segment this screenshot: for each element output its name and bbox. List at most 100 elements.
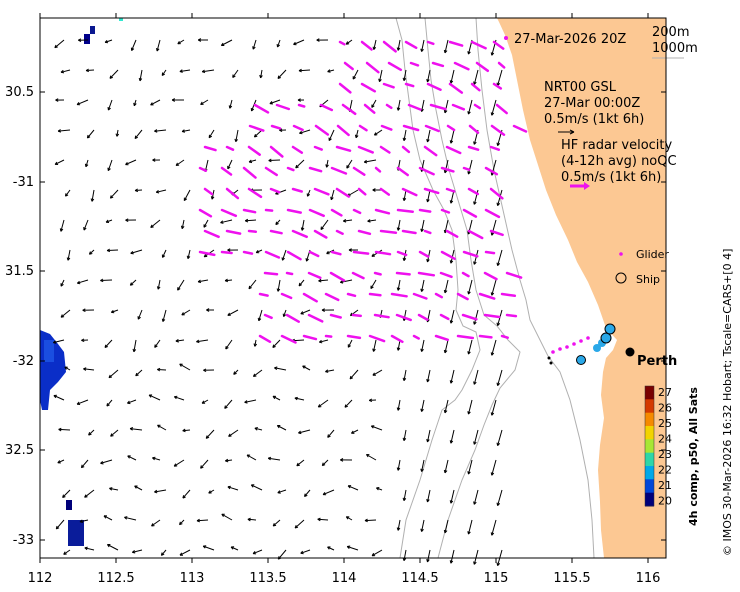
model-vector-head [320, 226, 324, 231]
hf-vector [500, 292, 517, 298]
model-vector [125, 159, 137, 166]
model-vector [468, 399, 473, 415]
model-vector-head [154, 129, 158, 133]
model-vector [450, 129, 455, 144]
model-vector [230, 546, 239, 551]
model-vector [444, 339, 449, 354]
model-vector-head [294, 396, 298, 401]
hf-vector [335, 229, 344, 235]
x-tick-label: 115.5 [553, 571, 590, 586]
y-axis: 30.5 -31 31.5 -32 32.5 -33 [5, 85, 666, 548]
hf-vector [220, 166, 233, 176]
model-vector [421, 519, 425, 532]
model-vector-head [179, 69, 183, 73]
model-vector-head [148, 394, 153, 398]
model-vector [403, 429, 407, 441]
model-vector-head [179, 552, 183, 556]
model-vector-head [300, 550, 304, 555]
model-vector-head [133, 102, 137, 107]
model-vector [60, 69, 71, 73]
isobath-label-1000m: 1000m [652, 41, 698, 56]
model-vector [177, 39, 185, 45]
model-vector [124, 516, 137, 521]
model-vector [473, 369, 479, 385]
model-vector [258, 309, 263, 321]
model-vector [293, 39, 305, 45]
model-vector-head [449, 560, 454, 564]
model-vector-head [372, 372, 376, 376]
hf-vector [512, 124, 528, 133]
model-vector-head [272, 344, 276, 348]
model-vector-head [124, 516, 128, 520]
hf-vector [470, 40, 487, 50]
model-vector [318, 279, 329, 282]
hf-vector [368, 334, 386, 343]
model-vector-head [443, 349, 448, 354]
hf-vector [247, 229, 258, 233]
model-vector-head [200, 101, 204, 105]
model-vector-head [443, 469, 448, 474]
model-vector-head [467, 531, 471, 535]
model-vector-head [322, 491, 327, 496]
model-vector-head [473, 141, 477, 145]
hf-vector [302, 334, 318, 341]
model-vector [355, 129, 359, 138]
hf-vector [357, 187, 367, 196]
hf-vector [418, 250, 430, 258]
colorbar-tick-label: 24 [658, 433, 672, 446]
model-vector [397, 279, 401, 291]
model-vector [371, 99, 377, 108]
model-vector-head [152, 158, 156, 162]
model-vector [254, 129, 263, 138]
model-vector [272, 519, 281, 527]
model-vector-head [420, 288, 424, 292]
hf-vector [426, 40, 435, 46]
model-vector [468, 159, 473, 175]
model-vector [130, 249, 143, 254]
model-vector [196, 519, 209, 522]
model-vector-head [299, 130, 303, 135]
model-vector-head [268, 158, 272, 163]
model-vector-head [426, 138, 430, 143]
model-vector-head [179, 521, 183, 526]
model-vector-head [426, 498, 430, 503]
hf-vector [313, 145, 323, 151]
hf-vector [467, 187, 480, 196]
hf-vector [424, 124, 440, 133]
hf-vector [363, 103, 376, 114]
model-vector-head [396, 467, 401, 471]
model-vector-head [76, 401, 81, 405]
hf-vector [308, 208, 325, 218]
colorbar-swatch [645, 399, 654, 414]
model-vector [397, 39, 401, 51]
hf-vector [439, 271, 453, 279]
hf-vector [286, 250, 302, 261]
model-vector [294, 397, 305, 401]
hf-vector [431, 61, 445, 68]
hf-vector [308, 166, 323, 173]
model-vector [371, 425, 383, 431]
model-vector-head [443, 169, 448, 174]
model-vector [152, 457, 161, 461]
model-vector-head [175, 162, 180, 166]
model-vector-head [161, 318, 166, 322]
model-vector [473, 429, 479, 445]
model-vector-head [300, 311, 304, 315]
model-vector [200, 99, 209, 105]
model-vector [403, 369, 407, 381]
model-vector-head [467, 351, 471, 355]
hf-vector [497, 61, 506, 69]
model-vector [468, 459, 473, 475]
model-vector-head [197, 38, 202, 42]
model-vector [245, 219, 257, 222]
model-vector-head [200, 465, 204, 469]
model-vector [161, 549, 167, 556]
model-vector [161, 69, 167, 76]
model-vector-head [58, 427, 62, 432]
model-vector-head [372, 46, 377, 50]
model-vector-head [173, 463, 178, 467]
model-vector-head [473, 201, 477, 205]
model-vector-head [321, 462, 326, 467]
colorbar-ticks: 27 26 25 24 23 22 21 20 [658, 386, 672, 508]
colorbar-swatch [645, 479, 654, 494]
